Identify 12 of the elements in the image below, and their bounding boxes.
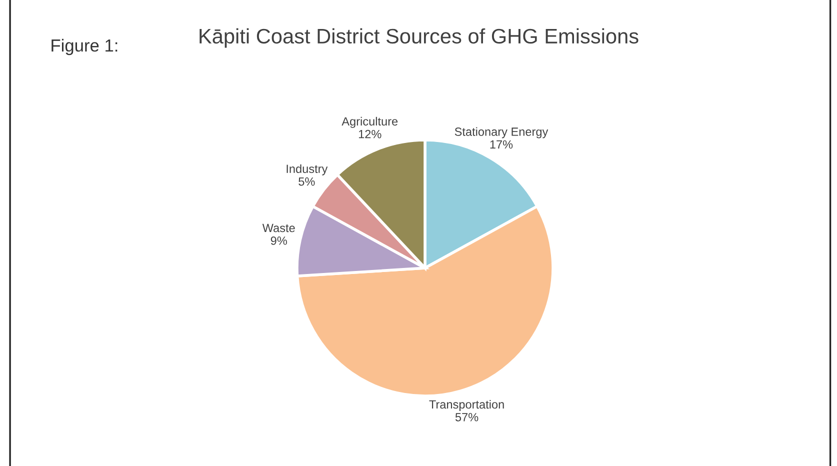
data-label: 17% xyxy=(490,140,513,149)
data-label: 12% xyxy=(358,130,382,138)
chart-title: Kāpiti Coast District Sources of GHG Emissions xyxy=(200,28,638,48)
data-label: 5% xyxy=(298,177,315,186)
data-label: 9% xyxy=(270,236,287,245)
caption: Figure 1: xyxy=(52,38,118,56)
data-label: 57% xyxy=(455,413,478,422)
slice-label: Agriculture xyxy=(342,116,398,128)
slice-label: Industry xyxy=(286,164,328,176)
slice-label: Stationary Energy xyxy=(454,127,548,138)
slice-label: Transportation xyxy=(429,400,504,411)
slice-label: Waste xyxy=(262,224,295,232)
